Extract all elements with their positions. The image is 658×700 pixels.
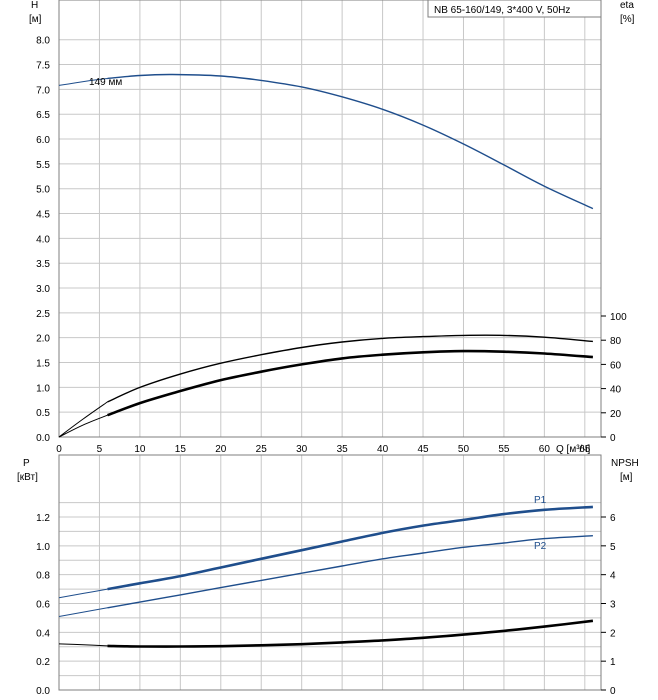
x-tick-label: 50	[458, 444, 470, 455]
h-tick-label: 3.5	[36, 259, 50, 270]
curves	[58, 73, 594, 648]
h-tick-label: 5.0	[36, 185, 50, 196]
eta-axis-label: eta	[620, 0, 634, 11]
top-panel-frame	[58, 0, 602, 438]
x-tick-label: 5	[97, 444, 103, 455]
npsh-tick-label: 0	[610, 686, 616, 697]
h-axis-unit: [м]	[29, 14, 42, 25]
h-curve-label: 149 мм	[89, 77, 122, 88]
p1-curve-extension	[58, 588, 108, 599]
npsh-tick-label: 3	[610, 600, 616, 611]
h-tick-label: 5.5	[36, 160, 50, 171]
p-tick-label: 0.8	[36, 571, 50, 582]
x-tick-label: 25	[256, 444, 268, 455]
top-panel-grid	[59, 0, 601, 437]
x-tick-label: 45	[417, 444, 429, 455]
p2-curve-extension	[58, 607, 108, 617]
p2-curve	[107, 535, 593, 609]
x-tick-label: 20	[215, 444, 227, 455]
h-curve-149mm-extension	[58, 78, 108, 86]
h-tick-label: 0.0	[36, 433, 50, 444]
h-tick-label: 2.5	[36, 309, 50, 320]
h-tick-label: 7.0	[36, 85, 50, 96]
eta-axis-unit: [%]	[620, 14, 635, 25]
x-tick-label: 0	[56, 444, 62, 455]
h-tick-label: 2.0	[36, 334, 50, 345]
npsh-curve-extension	[58, 643, 108, 647]
eta-tick-label: 80	[610, 336, 622, 347]
p-tick-label: 1.2	[36, 513, 50, 524]
h-tick-label: 6.0	[36, 135, 50, 146]
npsh-tick-label: 5	[610, 542, 616, 553]
p-axis-label: P	[23, 458, 30, 469]
p-tick-label: 0.6	[36, 600, 50, 611]
x-tick-label: 60	[539, 444, 551, 455]
npsh-axis-unit: [м]	[620, 472, 633, 483]
eta-tick-label: 0	[610, 433, 616, 444]
h-tick-label: 8.0	[36, 36, 50, 47]
chart-title: NB 65-160/149, 3*400 V, 50Hz	[434, 5, 570, 16]
top-panel-ticks: 0 5 10 15 20 25 30 35 40 45 50 55 60 65 0.0 0.5 1.0 1.5 2.…	[36, 36, 627, 455]
eta-tick-label: 60	[610, 360, 622, 371]
x-tick-label: 30	[296, 444, 308, 455]
h-tick-label: 6.5	[36, 110, 50, 121]
npsh-tick-label: 6	[610, 513, 616, 524]
x-tick-label: 35	[337, 444, 349, 455]
eta-curve-thin	[107, 334, 593, 403]
eta-tick-label: 40	[610, 385, 622, 396]
p1-curve	[107, 505, 593, 591]
eta-curve-bold-extension	[58, 414, 108, 438]
x-tick-label: 65	[579, 444, 591, 455]
eta-tick-label: 20	[610, 409, 622, 420]
eta-curve-thin-extension	[58, 401, 108, 438]
p2-curve-label: P2	[534, 541, 547, 552]
p-tick-label: 0.2	[36, 657, 50, 668]
x-tick-label: 55	[498, 444, 510, 455]
h-tick-label: 4.0	[36, 234, 50, 245]
p-tick-label: 0.0	[36, 686, 50, 697]
npsh-axis-label: NPSH	[611, 458, 639, 469]
h-tick-label: 3.0	[36, 284, 50, 295]
bottom-panel-ticks: 0.0 0.2 0.4 0.6 0.8 1.0 1.2 0 1 2 3 4 5 6	[36, 513, 616, 697]
h-curve-149mm	[107, 73, 594, 210]
h-tick-label: 4.5	[36, 210, 50, 221]
npsh-tick-label: 4	[610, 571, 616, 582]
p-axis-unit: [кВт]	[17, 472, 38, 483]
q-axis-label: Q [м³/ч]	[556, 444, 591, 455]
h-tick-label: 1.5	[36, 359, 50, 370]
x-tick-label: 40	[377, 444, 389, 455]
x-tick-label: 15	[175, 444, 187, 455]
title-box	[427, 0, 602, 18]
h-tick-label: 1.0	[36, 383, 50, 394]
p-tick-label: 0.4	[36, 628, 50, 639]
p1-curve-label: P1	[534, 495, 547, 506]
h-tick-label: 0.5	[36, 408, 50, 419]
npsh-tick-label: 1	[610, 657, 616, 668]
x-tick-label: 10	[134, 444, 146, 455]
npsh-curve	[107, 619, 594, 648]
eta-curve-bold	[107, 349, 593, 417]
bottom-panel-frame	[58, 454, 602, 691]
h-axis-label: H	[31, 0, 38, 11]
npsh-tick-label: 2	[610, 628, 616, 639]
h-tick-label: 7.5	[36, 61, 50, 72]
bottom-panel-grid	[59, 455, 601, 690]
eta-tick-label: 100	[610, 312, 627, 323]
curve-labels: 149 мм P1 P2	[89, 77, 547, 552]
p-tick-label: 1.0	[36, 542, 50, 553]
